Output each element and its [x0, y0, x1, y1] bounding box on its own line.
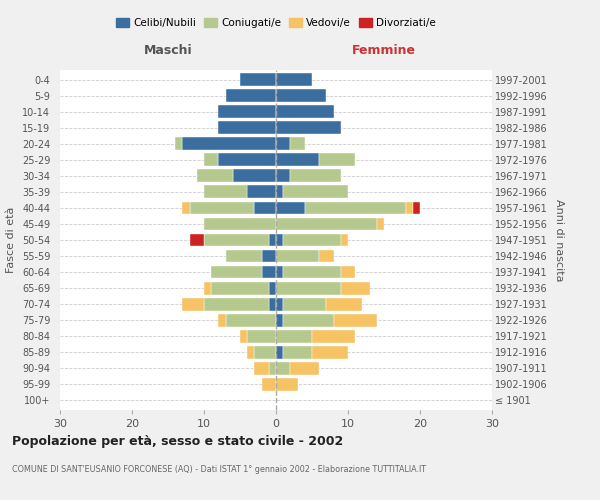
Bar [190, 234, 204, 246]
Bar [276, 250, 319, 262]
Bar [204, 298, 269, 310]
Bar [334, 314, 377, 326]
Bar [312, 330, 355, 342]
Bar [254, 202, 276, 214]
Bar [276, 73, 312, 86]
Bar [218, 314, 226, 326]
Bar [240, 330, 247, 342]
Bar [413, 202, 420, 214]
Bar [290, 170, 341, 182]
Bar [218, 122, 276, 134]
Bar [204, 234, 269, 246]
Bar [276, 314, 283, 326]
Bar [290, 362, 319, 374]
Bar [276, 362, 290, 374]
Bar [204, 154, 218, 166]
Bar [182, 138, 276, 150]
Bar [182, 298, 204, 310]
Bar [276, 154, 319, 166]
Bar [226, 89, 276, 102]
Bar [305, 202, 406, 214]
Bar [204, 282, 211, 294]
Bar [247, 330, 276, 342]
Bar [276, 282, 341, 294]
Bar [175, 138, 182, 150]
Bar [283, 266, 341, 278]
Bar [247, 346, 254, 358]
Y-axis label: Anni di nascita: Anni di nascita [554, 198, 565, 281]
Bar [276, 170, 290, 182]
Bar [254, 362, 269, 374]
Bar [182, 202, 190, 214]
Bar [276, 138, 290, 150]
Bar [290, 138, 305, 150]
Bar [319, 250, 334, 262]
Bar [283, 234, 341, 246]
Bar [276, 298, 283, 310]
Bar [233, 170, 276, 182]
Bar [283, 314, 334, 326]
Bar [283, 298, 326, 310]
Bar [262, 378, 276, 391]
Bar [262, 266, 276, 278]
Bar [218, 154, 276, 166]
Bar [211, 282, 269, 294]
Bar [254, 346, 276, 358]
Bar [276, 106, 334, 118]
Bar [276, 330, 312, 342]
Bar [276, 378, 298, 391]
Bar [276, 266, 283, 278]
Bar [204, 218, 276, 230]
Bar [276, 218, 377, 230]
Bar [276, 234, 283, 246]
Bar [283, 346, 312, 358]
Text: COMUNE DI SANT'EUSANIO FORCONESE (AQ) - Dati ISTAT 1° gennaio 2002 - Elaborazion: COMUNE DI SANT'EUSANIO FORCONESE (AQ) - … [12, 465, 426, 474]
Legend: Celibi/Nubili, Coniugati/e, Vedovi/e, Divorziati/e: Celibi/Nubili, Coniugati/e, Vedovi/e, Di… [112, 14, 440, 32]
Bar [269, 298, 276, 310]
Bar [276, 202, 305, 214]
Bar [190, 202, 254, 214]
Bar [262, 250, 276, 262]
Bar [341, 282, 370, 294]
Bar [204, 186, 247, 198]
Bar [197, 170, 233, 182]
Bar [341, 266, 355, 278]
Y-axis label: Fasce di età: Fasce di età [7, 207, 16, 273]
Bar [226, 250, 262, 262]
Bar [269, 282, 276, 294]
Bar [269, 234, 276, 246]
Bar [326, 298, 362, 310]
Text: Maschi: Maschi [143, 44, 193, 58]
Text: Femmine: Femmine [352, 44, 416, 58]
Bar [269, 362, 276, 374]
Bar [319, 154, 355, 166]
Text: Popolazione per età, sesso e stato civile - 2002: Popolazione per età, sesso e stato civil… [12, 435, 343, 448]
Bar [218, 106, 276, 118]
Bar [276, 186, 283, 198]
Bar [247, 186, 276, 198]
Bar [276, 346, 283, 358]
Bar [312, 346, 348, 358]
Bar [276, 122, 341, 134]
Bar [226, 314, 276, 326]
Bar [283, 186, 348, 198]
Bar [377, 218, 384, 230]
Bar [341, 234, 348, 246]
Bar [240, 73, 276, 86]
Bar [406, 202, 413, 214]
Bar [276, 89, 326, 102]
Bar [211, 266, 262, 278]
